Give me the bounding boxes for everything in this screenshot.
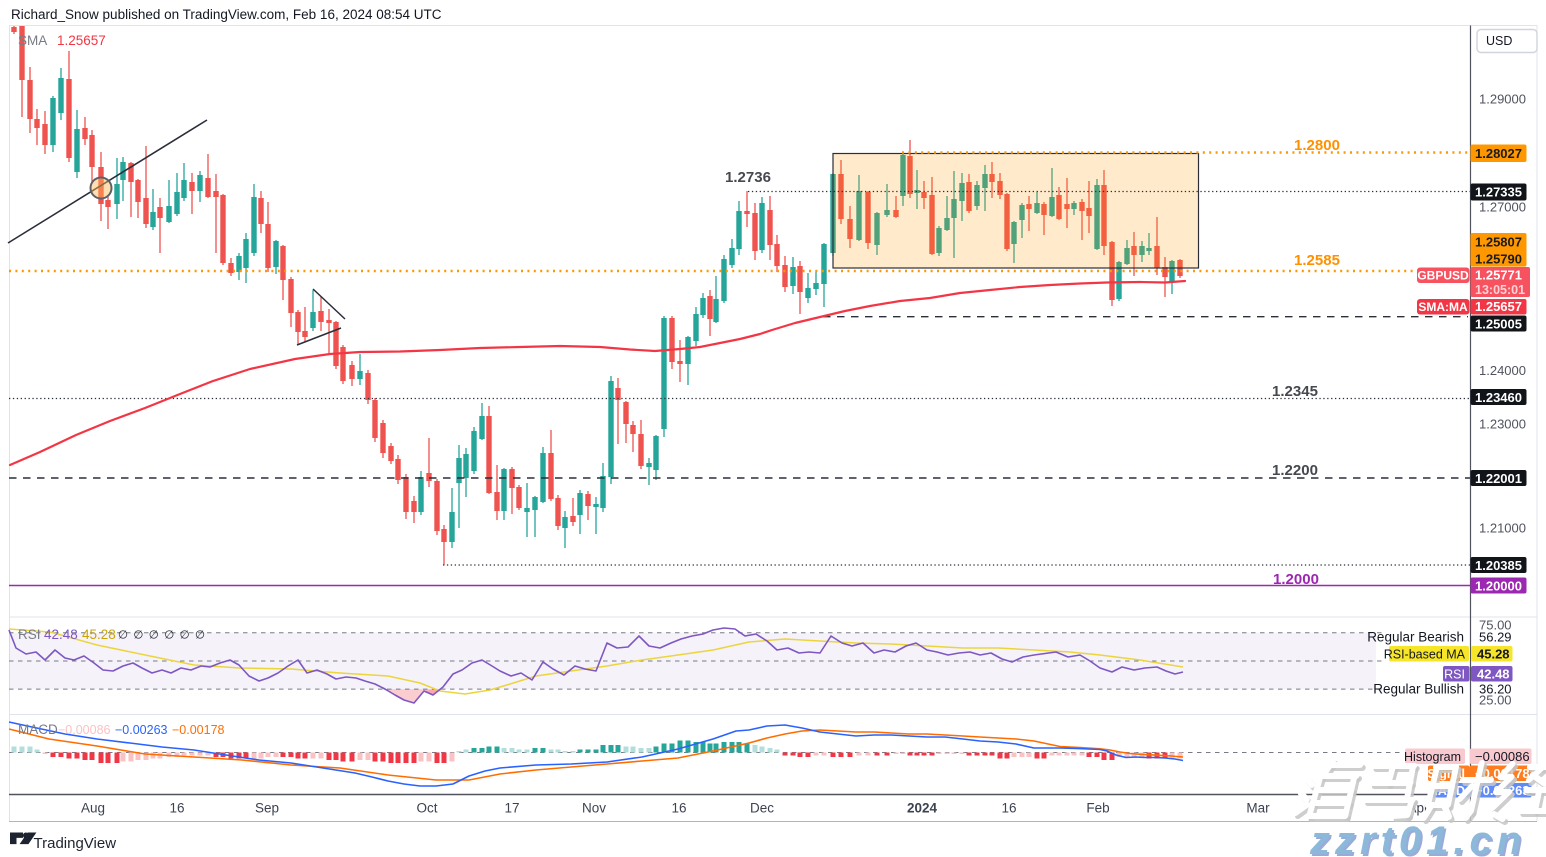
svg-text:∅: ∅ (133, 630, 143, 642)
svg-text:RSI: RSI (1444, 667, 1465, 681)
svg-text:−0.00086: −0.00086 (58, 723, 111, 737)
svg-text:1.2345: 1.2345 (1272, 383, 1318, 400)
svg-text:42.48: 42.48 (1477, 666, 1510, 681)
svg-text:TradingView: TradingView (34, 835, 117, 852)
svg-text:1.2736: 1.2736 (725, 169, 771, 186)
svg-text:2024: 2024 (907, 801, 938, 816)
svg-text:∅: ∅ (180, 630, 190, 642)
svg-text:16: 16 (1001, 801, 1016, 816)
svg-text:Regular Bullish: Regular Bullish (1373, 682, 1464, 697)
svg-text:zzrt01.cn: zzrt01.cn (1309, 819, 1526, 857)
svg-text:1.25005: 1.25005 (1475, 316, 1522, 331)
svg-text:∅: ∅ (149, 630, 159, 642)
svg-text:GBPUSD: GBPUSD (1417, 269, 1469, 283)
svg-text:RSI-based MA: RSI-based MA (1384, 647, 1466, 661)
svg-text:45.28: 45.28 (1477, 646, 1510, 661)
svg-text:1.20000: 1.20000 (1475, 578, 1522, 593)
svg-text:SMA: SMA (18, 33, 47, 48)
svg-text:17: 17 (504, 801, 519, 816)
svg-text:Mar: Mar (1246, 801, 1270, 816)
svg-text:1.22001: 1.22001 (1475, 471, 1522, 486)
svg-text:∅: ∅ (118, 630, 128, 642)
svg-text:Regular Bearish: Regular Bearish (1367, 630, 1464, 645)
svg-text:1.27335: 1.27335 (1475, 185, 1522, 200)
svg-text:1.2800: 1.2800 (1294, 137, 1340, 154)
svg-text:25.00: 25.00 (1479, 693, 1512, 708)
svg-text:Aug: Aug (81, 801, 105, 816)
svg-text:1.2200: 1.2200 (1272, 462, 1318, 479)
svg-text:1.25790: 1.25790 (1475, 252, 1522, 267)
svg-text:−0.00263: −0.00263 (115, 723, 168, 737)
svg-text:Nov: Nov (582, 801, 606, 816)
svg-text:Feb: Feb (1086, 801, 1109, 816)
svg-text:1.2585: 1.2585 (1294, 252, 1340, 269)
svg-text:Dec: Dec (750, 801, 774, 816)
svg-text:1.27000: 1.27000 (1479, 200, 1526, 215)
svg-text:SMA:MA: SMA:MA (1418, 300, 1468, 314)
svg-text:1.24000: 1.24000 (1479, 363, 1526, 378)
svg-text:1.21000: 1.21000 (1479, 521, 1526, 536)
svg-text:56.29: 56.29 (1479, 630, 1512, 645)
svg-text:1.2000: 1.2000 (1273, 571, 1319, 588)
svg-text:MACD: MACD (18, 722, 58, 737)
svg-text:1.25657: 1.25657 (57, 33, 106, 48)
svg-text:1.25807: 1.25807 (1475, 235, 1522, 250)
svg-text:Richard_Snow published on Trad: Richard_Snow published on TradingView.co… (11, 7, 442, 22)
svg-text:−0.00178: −0.00178 (172, 723, 225, 737)
svg-text:RSI: RSI (18, 627, 41, 642)
svg-text:−0.00086: −0.00086 (1475, 749, 1530, 764)
svg-text:13:05:01: 13:05:01 (1475, 283, 1525, 297)
svg-text:16: 16 (671, 801, 686, 816)
svg-text:Oct: Oct (416, 801, 437, 816)
svg-text:USD: USD (1486, 34, 1512, 48)
svg-text:1.29000: 1.29000 (1479, 92, 1526, 107)
svg-text:1.23460: 1.23460 (1475, 390, 1522, 405)
svg-text:∅: ∅ (195, 630, 205, 642)
svg-text:16: 16 (169, 801, 184, 816)
svg-text:36.20: 36.20 (1479, 682, 1512, 697)
svg-text:1.23000: 1.23000 (1479, 417, 1526, 432)
svg-text:1.20385: 1.20385 (1475, 558, 1522, 573)
svg-text:1.28027: 1.28027 (1475, 146, 1522, 161)
svg-text:∅: ∅ (164, 630, 174, 642)
svg-text:Sep: Sep (255, 801, 279, 816)
svg-text:Histogram: Histogram (1404, 750, 1461, 764)
svg-text:42.48: 42.48 (44, 627, 78, 642)
svg-text:zzrt01.cn: zzrt01.cn (1311, 821, 1528, 857)
svg-text:1.25657: 1.25657 (1475, 299, 1522, 314)
svg-text:45.28: 45.28 (82, 627, 116, 642)
svg-text:1.25771: 1.25771 (1475, 268, 1522, 283)
svg-text:75.00: 75.00 (1479, 618, 1512, 633)
